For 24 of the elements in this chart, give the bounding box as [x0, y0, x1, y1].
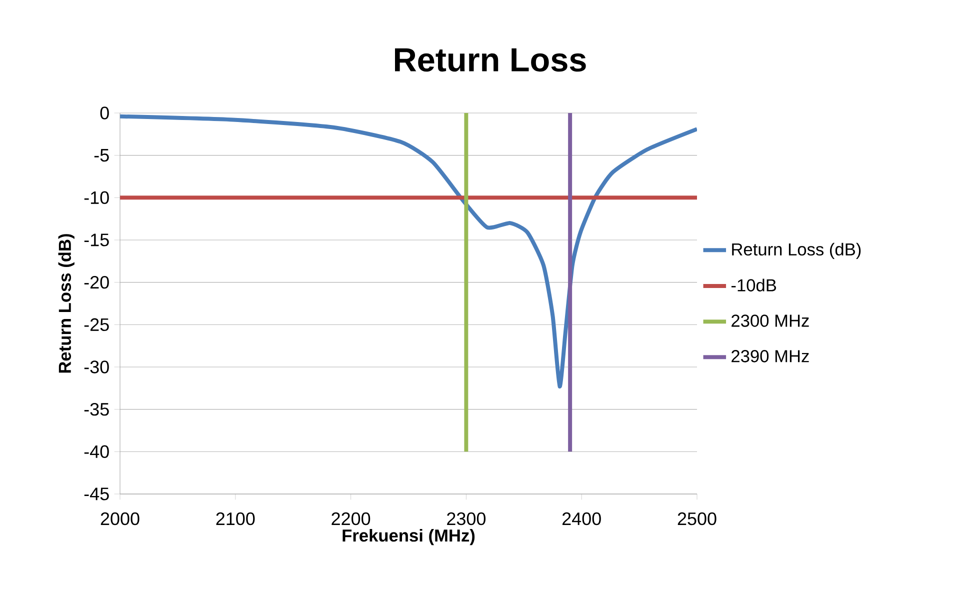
- x-tick-label: 2300: [447, 512, 486, 526]
- x-tick-label: 2000: [100, 512, 140, 526]
- y-tick-label: -5: [94, 149, 109, 162]
- legend-label: 2300 MHz: [732, 314, 809, 327]
- x-axis-title: Frekuensi (MHz): [342, 528, 475, 546]
- legend-label: -10dB: [731, 278, 776, 292]
- y-tick-label: -35: [84, 402, 109, 416]
- y-tick-label: -10: [84, 191, 109, 204]
- y-axis-title: Return Loss (dB): [58, 234, 74, 373]
- y-tick-label: -20: [84, 276, 109, 289]
- x-tick-label: 2500: [678, 512, 716, 526]
- y-tick-label: -40: [84, 445, 109, 458]
- y-tick-label: -15: [84, 234, 109, 246]
- y-tick-label: -45: [84, 488, 109, 500]
- legend-label: 2390 MHz: [732, 350, 809, 362]
- legend-label: Return Loss (dB): [732, 242, 861, 259]
- x-tick-label: 2400: [562, 512, 601, 526]
- y-tick-label: 0: [100, 106, 109, 120]
- chart-title: Return Loss: [395, 48, 586, 72]
- x-tick-label: 2100: [216, 512, 255, 526]
- y-tick-label: -25: [84, 318, 109, 332]
- y-tick-label: -30: [84, 360, 109, 374]
- x-tick-label: 2200: [332, 512, 370, 526]
- line-series: [120, 114, 698, 388]
